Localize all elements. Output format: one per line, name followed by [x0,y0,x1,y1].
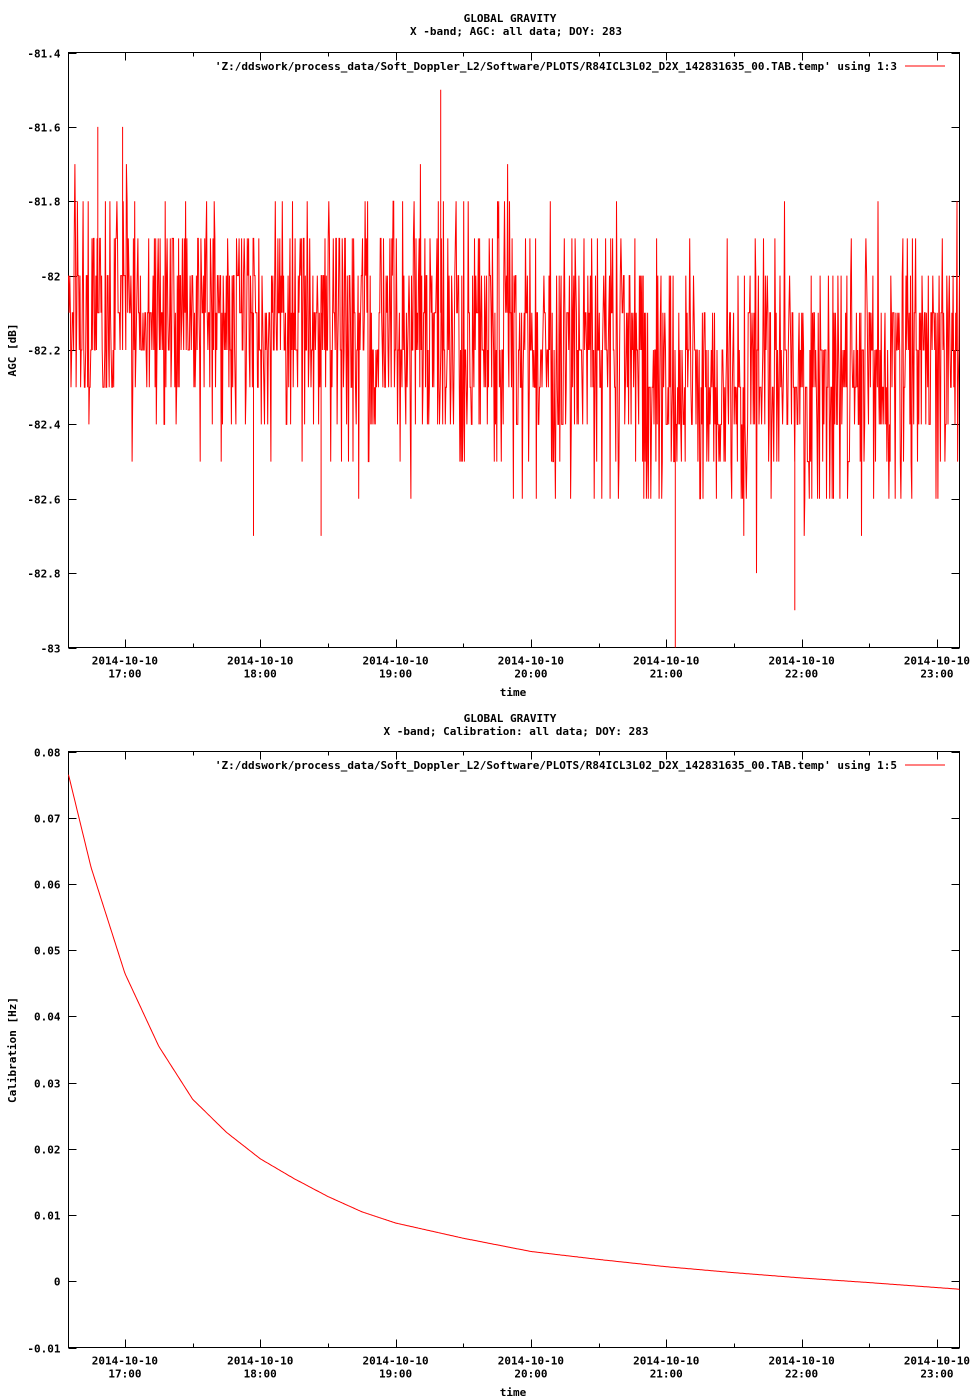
y-tick-label: 0.07 [34,813,61,826]
x-tick-time: 22:00 [785,1368,818,1381]
x-tick-time: 17:00 [108,668,141,681]
x-tick-date: 2014-10-10 [92,655,158,668]
series-line [68,89,960,648]
y-tick-label: -82.4 [27,419,60,432]
y-axis-label: AGC [dB] [6,324,19,377]
x-axis-label: time [500,686,527,699]
legend-label: 'Z:/ddswork/process_data/Soft_Doppler_L2… [215,60,897,73]
x-tick-time: 19:00 [379,1368,412,1381]
y-axis-label: Calibration [Hz] [6,997,19,1103]
y-tick-label: -83 [41,643,61,656]
y-tick-label: -81.4 [27,48,60,61]
x-tick-time: 23:00 [920,1368,953,1381]
chart-title: GLOBAL GRAVITY [464,712,557,725]
chart-title: GLOBAL GRAVITY [464,12,557,25]
x-tick-time: 22:00 [785,668,818,681]
y-tick-label: 0.01 [34,1210,61,1223]
y-tick-label: 0.03 [34,1078,61,1091]
x-tick-date: 2014-10-10 [633,1355,699,1368]
chart-subtitle: X -band; Calibration: all data; DOY: 283 [384,725,649,738]
x-axis: 2014-10-1017:002014-10-1018:002014-10-10… [92,52,970,681]
x-axis-label: time [500,1386,527,1399]
y-tick-label: 0.08 [34,747,61,760]
plot-frame [68,751,960,1348]
y-tick-label: -81.8 [27,196,60,209]
agc-chart: GLOBAL GRAVITY X -band; AGC: all data; D… [6,12,970,699]
y-tick-label: -0.01 [27,1343,60,1356]
y-tick-label: -82.6 [27,494,60,507]
x-tick-date: 2014-10-10 [498,1355,564,1368]
x-tick-time: 17:00 [108,1368,141,1381]
x-tick-time: 21:00 [650,668,683,681]
y-tick-label: 0.06 [34,879,61,892]
x-tick-date: 2014-10-10 [227,655,293,668]
x-tick-time: 18:00 [244,1368,277,1381]
calibration-chart: GLOBAL GRAVITY X -band; Calibration: all… [6,712,970,1399]
legend-label: 'Z:/ddswork/process_data/Soft_Doppler_L2… [215,759,897,772]
x-tick-date: 2014-10-10 [633,655,699,668]
y-tick-label: -81.6 [27,122,60,135]
x-tick-date: 2014-10-10 [362,655,428,668]
x-tick-date: 2014-10-10 [768,1355,834,1368]
x-tick-time: 23:00 [920,668,953,681]
chart-subtitle: X -band; AGC: all data; DOY: 283 [410,25,622,38]
x-tick-date: 2014-10-10 [498,655,564,668]
x-tick-time: 19:00 [379,668,412,681]
y-axis: 0.08 0.07 0.06 0.05 0.04 0.03 0.02 0.01 0 -0.01 [27,747,960,1356]
x-tick-date: 2014-10-10 [92,1355,158,1368]
y-tick-label: 0.04 [34,1011,61,1024]
x-tick-date: 2014-10-10 [904,655,970,668]
x-axis: 2014-10-1017:002014-10-1018:002014-10-10… [92,751,970,1381]
y-tick-label: -82.8 [27,568,60,581]
y-tick-label: -82.2 [27,345,60,358]
series-line [68,774,960,1290]
x-tick-time: 21:00 [650,1368,683,1381]
x-tick-date: 2014-10-10 [768,655,834,668]
x-tick-date: 2014-10-10 [227,1355,293,1368]
x-tick-time: 18:00 [244,668,277,681]
y-tick-label: 0 [54,1276,61,1289]
y-tick-label: -82 [41,271,61,284]
x-tick-time: 20:00 [514,1368,547,1381]
x-tick-date: 2014-10-10 [362,1355,428,1368]
x-tick-date: 2014-10-10 [904,1355,970,1368]
y-tick-label: 0.02 [34,1144,61,1157]
x-tick-time: 20:00 [514,668,547,681]
y-tick-label: 0.05 [34,945,61,958]
